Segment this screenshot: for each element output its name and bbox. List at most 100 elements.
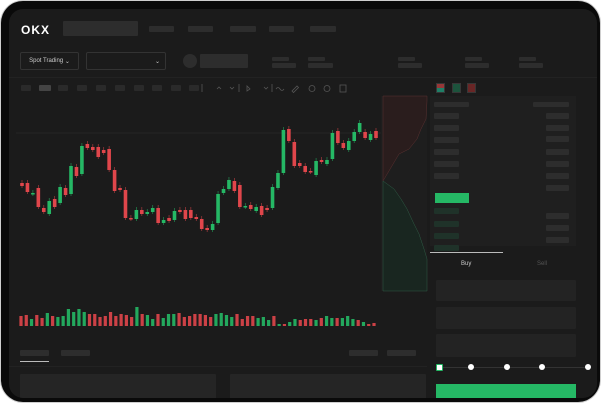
candle[interactable] — [167, 218, 171, 221]
amount-input[interactable] — [436, 307, 576, 329]
interval-button[interactable] — [58, 85, 68, 91]
tab-sell[interactable]: Sell — [537, 261, 548, 267]
candle[interactable] — [357, 123, 362, 132]
candle[interactable] — [330, 133, 335, 159]
interval-button[interactable] — [134, 85, 144, 91]
search-bar[interactable] — [63, 21, 138, 36]
candle[interactable] — [368, 134, 373, 140]
tab-order-history[interactable] — [61, 350, 90, 356]
candle[interactable] — [292, 142, 297, 166]
tab-open-orders[interactable] — [20, 350, 49, 356]
candle[interactable] — [374, 131, 378, 138]
bid-price[interactable] — [434, 221, 459, 227]
ask-price[interactable] — [434, 113, 459, 119]
candle[interactable] — [287, 129, 291, 141]
bid-price[interactable] — [434, 208, 459, 214]
candle[interactable] — [216, 194, 220, 223]
ask-price[interactable] — [434, 149, 459, 155]
candle[interactable] — [259, 206, 264, 215]
candle[interactable] — [96, 147, 101, 157]
candle[interactable] — [270, 187, 275, 208]
ask-price[interactable] — [434, 137, 459, 143]
tab-buy[interactable]: Buy — [461, 261, 472, 267]
candle[interactable] — [140, 210, 144, 214]
candle[interactable] — [31, 193, 35, 195]
nav-item[interactable] — [310, 26, 336, 32]
candle[interactable] — [265, 208, 269, 210]
slider-step[interactable] — [585, 364, 591, 370]
candle[interactable] — [58, 187, 62, 203]
candle[interactable] — [352, 132, 357, 141]
candle[interactable] — [25, 183, 30, 192]
candle[interactable] — [248, 205, 253, 209]
candle[interactable] — [336, 131, 340, 143]
candle[interactable] — [63, 188, 68, 195]
candle[interactable] — [346, 141, 351, 150]
slider-step[interactable] — [468, 364, 474, 370]
candle[interactable] — [112, 170, 117, 191]
candle[interactable] — [194, 217, 199, 219]
interval-button[interactable] — [115, 85, 125, 91]
interval-button[interactable] — [21, 85, 31, 91]
candle[interactable] — [303, 166, 307, 172]
candle[interactable] — [129, 218, 133, 220]
candle[interactable] — [101, 150, 106, 153]
candle[interactable] — [232, 181, 237, 191]
candle[interactable] — [107, 149, 111, 170]
candle[interactable] — [183, 210, 188, 219]
candle[interactable] — [189, 210, 193, 218]
candle[interactable] — [156, 208, 160, 223]
candle[interactable] — [85, 144, 90, 148]
ask-price[interactable] — [434, 125, 459, 131]
candle[interactable] — [243, 206, 248, 208]
candle[interactable] — [123, 190, 128, 218]
slider-step[interactable] — [539, 364, 545, 370]
filter-button[interactable] — [349, 350, 378, 356]
candle[interactable] — [74, 167, 79, 176]
interval-button[interactable] — [96, 85, 106, 91]
candle[interactable] — [319, 160, 324, 162]
ask-price[interactable] — [434, 161, 459, 167]
nav-item[interactable] — [149, 26, 174, 32]
candle[interactable] — [363, 132, 367, 138]
nav-item[interactable] — [188, 26, 213, 32]
nav-item[interactable] — [230, 26, 256, 32]
interval-button[interactable] — [152, 85, 162, 91]
ask-price[interactable] — [434, 173, 459, 179]
candle[interactable] — [341, 143, 346, 148]
market-type-dropdown[interactable]: Spot Trading ⌄ — [20, 52, 79, 70]
candle[interactable] — [172, 211, 177, 220]
candle[interactable] — [91, 147, 95, 150]
candle[interactable] — [314, 161, 318, 175]
candle[interactable] — [325, 160, 329, 164]
slider-handle[interactable] — [436, 364, 443, 371]
okx-logo[interactable]: OKX — [21, 23, 51, 37]
candle[interactable] — [118, 188, 122, 190]
orderbook-bids-icon[interactable] — [452, 83, 461, 93]
candle[interactable] — [205, 228, 209, 230]
candle[interactable] — [36, 188, 41, 207]
candle[interactable] — [69, 166, 73, 194]
candle[interactable] — [227, 180, 231, 189]
total-input[interactable] — [436, 334, 576, 357]
candle[interactable] — [134, 210, 139, 219]
candle[interactable] — [254, 207, 258, 211]
interval-button[interactable] — [171, 85, 181, 91]
price-input[interactable] — [436, 280, 576, 301]
more-button[interactable] — [387, 350, 416, 356]
candle[interactable] — [80, 146, 84, 174]
candle[interactable] — [238, 185, 242, 207]
candle[interactable] — [308, 171, 313, 173]
orderbook-asks-icon[interactable] — [467, 83, 476, 93]
candlestick-chart[interactable] — [9, 9, 597, 398]
candle[interactable] — [281, 130, 286, 173]
orderbook-both-icon[interactable] — [436, 83, 445, 93]
candle[interactable] — [20, 183, 24, 186]
bid-price[interactable] — [434, 245, 459, 251]
interval-button[interactable] — [39, 85, 51, 91]
interval-button[interactable] — [189, 85, 199, 91]
candle[interactable] — [41, 208, 46, 212]
interval-button[interactable] — [77, 85, 87, 91]
candle[interactable] — [52, 199, 57, 207]
candle[interactable] — [161, 220, 166, 223]
